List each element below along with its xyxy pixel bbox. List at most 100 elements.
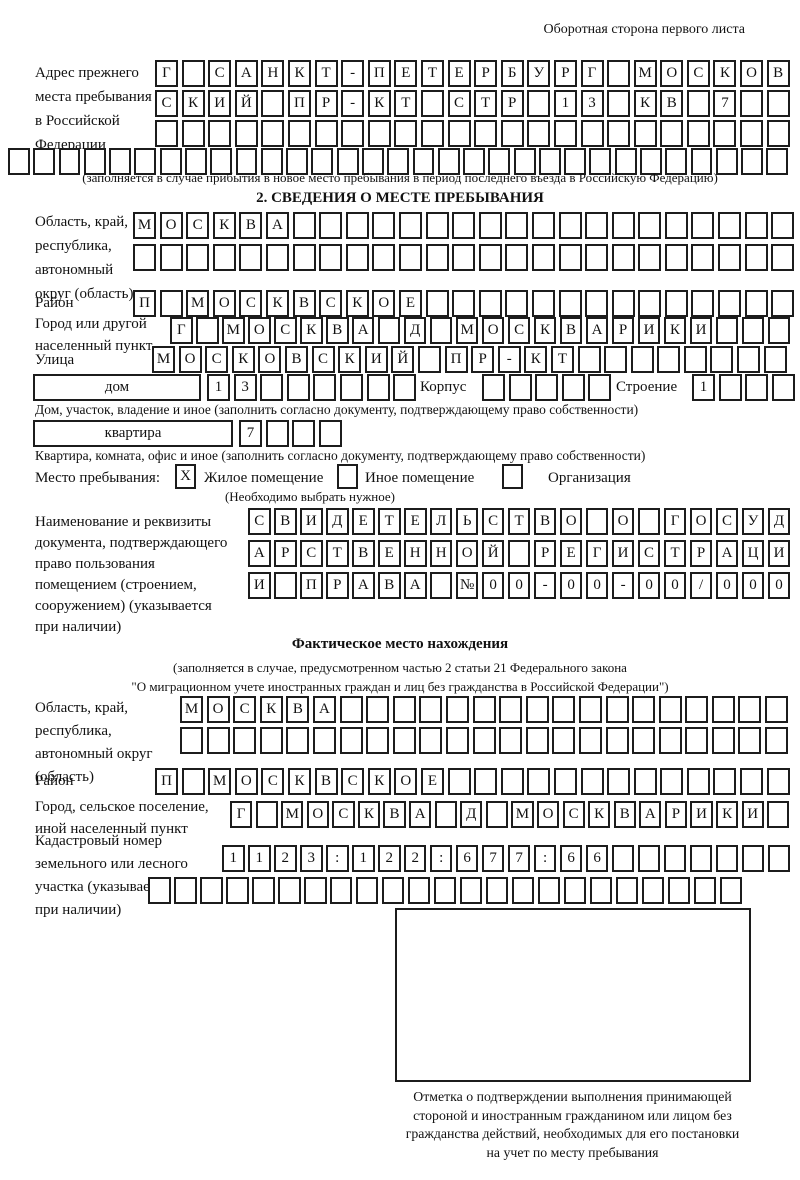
char-cell — [607, 120, 631, 147]
char-cell — [339, 727, 363, 754]
city-label-line: населенный пункт — [35, 338, 153, 354]
char-cell: А — [409, 801, 432, 828]
char-cell — [361, 148, 384, 175]
char-cell — [319, 244, 343, 271]
char-cell — [159, 290, 183, 317]
char-cell — [713, 120, 737, 147]
char-cell — [508, 374, 532, 401]
char-cell — [693, 877, 717, 904]
char-cell: О — [206, 696, 230, 723]
actual-region-label-line: (область) — [35, 769, 94, 785]
char-cell: 0 — [559, 572, 583, 599]
char-cell: Г — [580, 60, 604, 87]
char-cell — [605, 696, 629, 723]
char-cell: С — [715, 508, 739, 535]
char-cell — [740, 90, 764, 117]
char-cell — [633, 768, 657, 795]
char-cell — [685, 727, 709, 754]
char-cell — [614, 148, 637, 175]
char-cell — [525, 727, 549, 754]
char-cell — [474, 768, 498, 795]
char-cell — [488, 148, 511, 175]
char-cell: И — [299, 508, 323, 535]
char-cell — [638, 212, 662, 239]
char-cell — [686, 120, 710, 147]
char-cell — [366, 727, 390, 754]
char-cell: 2 — [273, 845, 297, 872]
char-cell — [265, 244, 289, 271]
char-cell: 3 — [580, 90, 604, 117]
char-cell — [578, 727, 602, 754]
char-cell: С — [208, 60, 232, 87]
char-cell: : — [533, 845, 557, 872]
char-cell: 0 — [767, 572, 791, 599]
char-cell — [286, 148, 308, 175]
char-cell: В — [239, 212, 263, 239]
char-cell — [173, 877, 197, 904]
char-cell: М — [152, 346, 175, 373]
char-cell — [134, 148, 157, 175]
char-cell: С — [233, 696, 257, 723]
char-cell — [425, 212, 449, 239]
char-cell — [499, 696, 523, 723]
char-cell — [607, 90, 631, 117]
actual-region-label: Область, край, республика, автономный ок… — [35, 697, 180, 789]
char-cell: К — [533, 317, 557, 344]
char-cell — [658, 696, 682, 723]
char-cell — [744, 244, 768, 271]
organization-option-label: Организация — [548, 470, 631, 486]
char-cell: А — [234, 60, 258, 87]
char-cell — [766, 148, 789, 175]
char-cell — [563, 877, 587, 904]
char-cell — [711, 727, 735, 754]
char-cell: Д — [325, 508, 349, 535]
char-cell: К — [633, 90, 657, 117]
char-cell — [765, 727, 789, 754]
char-cell — [611, 290, 635, 317]
char-cell — [345, 244, 369, 271]
char-cell: Р — [611, 317, 635, 344]
char-cell: № — [455, 572, 479, 599]
char-cell — [314, 120, 338, 147]
char-cell — [235, 148, 258, 175]
char-cell: С — [341, 768, 365, 795]
char-cell — [186, 244, 210, 271]
char-cell — [580, 120, 604, 147]
checkbox-organization — [502, 464, 523, 489]
char-cell — [447, 120, 471, 147]
char-cell: К — [181, 90, 205, 117]
char-cell: Л — [429, 508, 453, 535]
char-cell — [552, 727, 576, 754]
char-cell — [741, 845, 765, 872]
char-cell — [665, 148, 688, 175]
stroenie-cells: 1 — [692, 374, 798, 401]
char-cell — [472, 696, 496, 723]
char-cell: П — [444, 346, 468, 373]
char-cell: А — [312, 696, 336, 723]
char-cell — [505, 244, 529, 271]
char-cell — [345, 212, 369, 239]
char-cell: А — [585, 317, 609, 344]
char-cell — [485, 877, 509, 904]
char-cell — [184, 148, 207, 175]
char-cell: : — [429, 845, 453, 872]
char-cell: И — [208, 90, 232, 117]
char-cell — [558, 290, 582, 317]
prev-address-label: Адрес прежнего места пребывания в Россий… — [35, 61, 165, 157]
city-label-line: Город или другой — [35, 316, 147, 332]
stamp-caption-line: гражданства действий, необходимых для ег… — [405, 1126, 740, 1141]
char-cell — [640, 148, 662, 175]
city-label: Город или другой населенный пункт — [35, 313, 175, 357]
char-cell — [412, 148, 435, 175]
char-cell: М — [180, 696, 203, 723]
char-cell — [445, 727, 469, 754]
char-cell: К — [299, 317, 323, 344]
char-cell: С — [261, 768, 285, 795]
actual-city-label: Город, сельское поселение, иной населенн… — [35, 796, 230, 840]
char-cell: Т — [474, 90, 498, 117]
char-cell — [525, 696, 549, 723]
char-cell — [420, 90, 444, 117]
char-cell: 7 — [507, 845, 531, 872]
